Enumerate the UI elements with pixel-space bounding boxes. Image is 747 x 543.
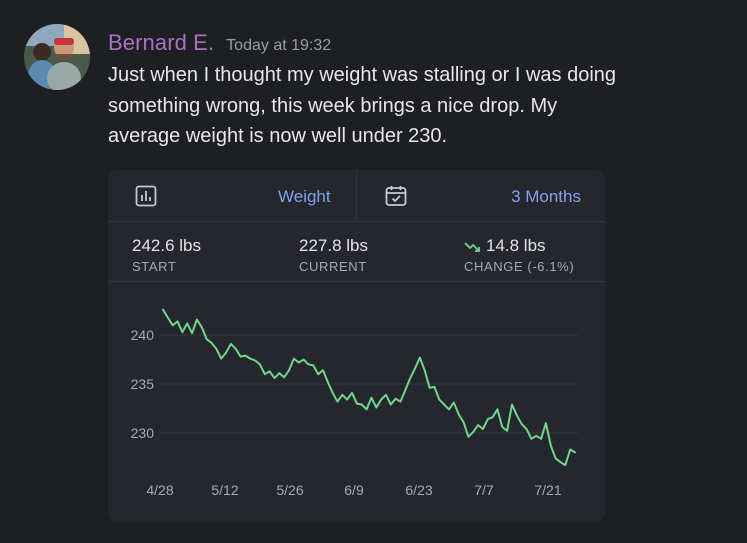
x-tick-label: 4/28 <box>146 482 173 498</box>
x-tick-label: 5/26 <box>276 482 303 498</box>
current-label: CURRENT <box>299 259 367 274</box>
message-header: Bernard E. Today at 19:32 <box>108 30 331 56</box>
stat-change: 14.8 lbs CHANGE (-6.1%) <box>464 236 574 274</box>
weight-chart: 230 235 240 4/28 5/12 5/26 6/9 6/23 7/7 7/21 <box>108 282 605 523</box>
tab-weight[interactable]: Weight <box>278 187 331 206</box>
y-tick-label: 235 <box>131 376 155 392</box>
start-value: 242.6 lbs <box>132 236 201 255</box>
x-tick-label: 7/21 <box>534 482 561 498</box>
y-tick-label: 240 <box>131 327 155 343</box>
x-tick-label: 6/9 <box>344 482 364 498</box>
trend-down-icon <box>464 241 480 252</box>
bar-chart-icon[interactable] <box>134 184 158 208</box>
x-tick-label: 7/7 <box>474 482 494 498</box>
weight-card: Weight 3 Months 242.6 lbs START 227.8 lb… <box>108 170 605 523</box>
card-tabs: Weight 3 Months <box>108 170 605 222</box>
tab-3-months[interactable]: 3 Months <box>511 187 581 206</box>
username[interactable]: Bernard E. <box>108 30 215 55</box>
change-value: 14.8 lbs <box>486 236 546 255</box>
message-text: Just when I thought my weight was stalli… <box>108 64 617 147</box>
current-value: 227.8 lbs <box>299 236 368 255</box>
tab-divider <box>356 170 357 222</box>
x-tick-label: 5/12 <box>211 482 238 498</box>
change-value-row: 14.8 lbs <box>464 236 574 256</box>
stat-start: 242.6 lbs START <box>132 236 201 274</box>
start-label: START <box>132 259 177 274</box>
stats-row: 242.6 lbs START 227.8 lbs CURRENT 14.8 l… <box>108 222 605 282</box>
calendar-check-icon[interactable] <box>384 184 408 208</box>
weight-chart-svg: 230 235 240 4/28 5/12 5/26 6/9 6/23 7/7 7/21 <box>131 308 578 498</box>
change-label: CHANGE (-6.1%) <box>464 259 575 274</box>
weight-series-line <box>162 308 576 467</box>
avatar-photo-icon <box>24 24 90 90</box>
x-tick-label: 6/23 <box>405 482 432 498</box>
y-tick-label: 230 <box>131 425 155 441</box>
timestamp: Today at 19:32 <box>226 37 332 54</box>
stat-current: 227.8 lbs CURRENT <box>299 236 368 274</box>
avatar[interactable] <box>24 24 90 90</box>
